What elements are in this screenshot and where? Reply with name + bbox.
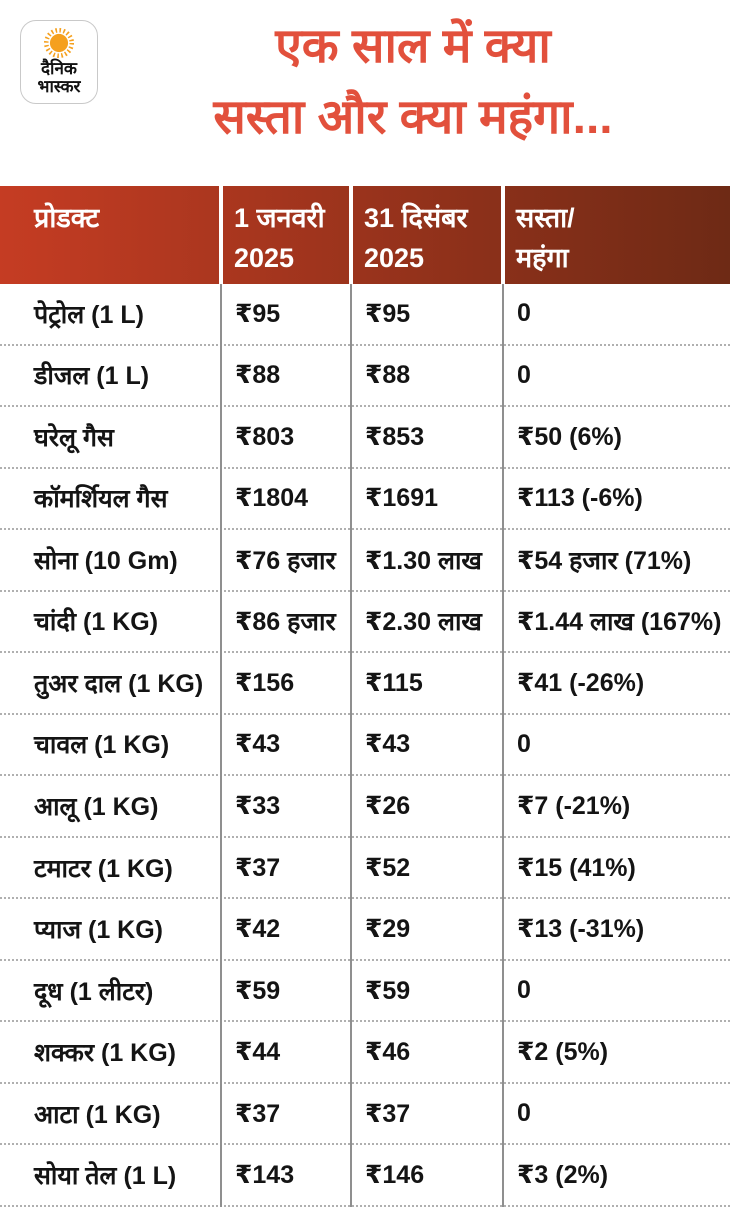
cell-change: 0 bbox=[517, 1099, 531, 1128]
cell-price-jan: ₹43 bbox=[235, 730, 281, 759]
cell-change: ₹113 (-6%) bbox=[517, 484, 643, 513]
sun-icon bbox=[43, 27, 75, 59]
cell-price-jan: ₹44 bbox=[235, 1038, 281, 1067]
cell-price-jan: ₹76 हजार bbox=[235, 546, 336, 575]
header-column-divider bbox=[219, 186, 223, 284]
table-row: आलू (1 KG) ₹33 ₹26 ₹7 (-21%) bbox=[0, 776, 730, 838]
cell-price-dec: ₹853 bbox=[365, 422, 425, 451]
cell-product: डीजल (1 L) bbox=[34, 362, 150, 391]
cell-change: ₹7 (-21%) bbox=[517, 792, 631, 821]
cell-change: ₹54 हजार (71%) bbox=[517, 546, 692, 575]
cell-change: ₹13 (-31%) bbox=[517, 915, 645, 944]
table-header: प्रोडक्ट 1 जनवरी 2025 31 दिसंबर 2025 सस्… bbox=[0, 186, 730, 284]
brand-name-line2: भास्कर bbox=[37, 77, 81, 96]
table-row: प्याज (1 KG) ₹42 ₹29 ₹13 (-31%) bbox=[0, 899, 730, 961]
cell-price-dec: ₹46 bbox=[365, 1038, 411, 1067]
header-column-divider bbox=[349, 186, 353, 284]
cell-price-dec: ₹146 bbox=[365, 1161, 425, 1190]
cell-product: पेट्रोल (1 L) bbox=[34, 300, 144, 329]
table-row: सोना (10 Gm) ₹76 हजार ₹1.30 लाख ₹54 हजार… bbox=[0, 530, 730, 592]
cell-change: ₹2 (5%) bbox=[517, 1038, 609, 1067]
cell-price-dec: ₹95 bbox=[365, 299, 411, 328]
cell-price-dec: ₹43 bbox=[365, 730, 411, 759]
table-row: चांदी (1 KG) ₹86 हजार ₹2.30 लाख ₹1.44 ला… bbox=[0, 592, 730, 654]
cell-price-dec: ₹1.30 लाख bbox=[365, 546, 482, 575]
dainik-bhaskar-logo: दैनिक भास्कर bbox=[20, 20, 98, 104]
brand-name-line1: दैनिक bbox=[41, 59, 77, 78]
table-row: शक्कर (1 KG) ₹44 ₹46 ₹2 (5%) bbox=[0, 1022, 730, 1084]
column-header-product: प्रोडक्ट bbox=[34, 203, 100, 233]
cell-price-dec: ₹29 bbox=[365, 915, 411, 944]
cell-price-jan: ₹143 bbox=[235, 1161, 295, 1190]
table-row: डीजल (1 L) ₹88 ₹88 0 bbox=[0, 346, 730, 408]
cell-price-jan: ₹95 bbox=[235, 299, 281, 328]
cell-price-dec: ₹1691 bbox=[365, 484, 439, 513]
cell-product: चावल (1 KG) bbox=[34, 731, 170, 760]
cell-change: ₹50 (6%) bbox=[517, 422, 622, 451]
table-row: टमाटर (1 KG) ₹37 ₹52 ₹15 (41%) bbox=[0, 838, 730, 900]
table-body: पेट्रोल (1 L) ₹95 ₹95 0 डीजल (1 L) ₹88 ₹… bbox=[0, 284, 730, 1207]
cell-change: 0 bbox=[517, 729, 531, 758]
table-row: चावल (1 KG) ₹43 ₹43 0 bbox=[0, 715, 730, 777]
cell-price-jan: ₹33 bbox=[235, 792, 281, 821]
cell-product: प्याज (1 KG) bbox=[34, 916, 163, 945]
cell-price-jan: ₹803 bbox=[235, 422, 295, 451]
table-row: तुअर दाल (1 KG) ₹156 ₹115 ₹41 (-26%) bbox=[0, 653, 730, 715]
cell-price-dec: ₹59 bbox=[365, 976, 411, 1005]
title-line-2: सस्ता और क्या महंगा... bbox=[213, 90, 613, 144]
cell-product: तुअर दाल (1 KG) bbox=[34, 669, 204, 698]
cell-product: आटा (1 KG) bbox=[34, 1100, 161, 1129]
cell-price-jan: ₹37 bbox=[235, 1099, 281, 1128]
cell-change: 0 bbox=[517, 360, 531, 389]
cell-change: ₹3 (2%) bbox=[517, 1161, 609, 1190]
cell-product: कॉमर्शियल गैस bbox=[34, 485, 168, 514]
cell-change: ₹15 (41%) bbox=[517, 853, 636, 882]
column-header-change: सस्ता/ महंगा bbox=[516, 203, 575, 273]
table-row: दूध (1 लीटर) ₹59 ₹59 0 bbox=[0, 961, 730, 1023]
cell-price-dec: ₹88 bbox=[365, 361, 411, 390]
table-row: आटा (1 KG) ₹37 ₹37 0 bbox=[0, 1084, 730, 1146]
cell-price-dec: ₹2.30 लाख bbox=[365, 608, 482, 637]
cell-price-jan: ₹88 bbox=[235, 361, 281, 390]
cell-price-jan: ₹37 bbox=[235, 853, 281, 882]
cell-change: ₹41 (-26%) bbox=[517, 668, 645, 697]
cell-price-jan: ₹86 हजार bbox=[235, 608, 336, 637]
table-row: घरेलू गैस ₹803 ₹853 ₹50 (6%) bbox=[0, 407, 730, 469]
column-header-dec-2025: 31 दिसंबर 2025 bbox=[364, 203, 468, 273]
column-header-jan-2025: 1 जनवरी 2025 bbox=[234, 203, 325, 273]
cell-product: टमाटर (1 KG) bbox=[34, 854, 173, 883]
header-column-divider bbox=[501, 186, 505, 284]
table-row: सोया तेल (1 L) ₹143 ₹146 ₹3 (2%) bbox=[0, 1145, 730, 1207]
cell-product: सोया तेल (1 L) bbox=[34, 1162, 177, 1191]
cell-price-dec: ₹115 bbox=[365, 668, 423, 697]
cell-product: घरेलू गैस bbox=[34, 423, 114, 452]
cell-product: चांदी (1 KG) bbox=[34, 608, 159, 637]
body-column-divider bbox=[350, 284, 352, 1207]
body-column-divider bbox=[502, 284, 504, 1207]
cell-product: दूध (1 लीटर) bbox=[34, 977, 154, 1006]
cell-product: शक्कर (1 KG) bbox=[34, 1039, 176, 1068]
cell-price-jan: ₹1804 bbox=[235, 484, 309, 513]
cell-price-jan: ₹59 bbox=[235, 976, 281, 1005]
title-line-1: एक साल में क्या bbox=[275, 20, 551, 73]
table-row: पेट्रोल (1 L) ₹95 ₹95 0 bbox=[0, 284, 730, 346]
cell-product: सोना (10 Gm) bbox=[34, 546, 178, 575]
cell-change: ₹1.44 लाख (167%) bbox=[517, 608, 722, 637]
page-title: एक साल में क्या सस्ता और क्या महंगा... bbox=[100, 12, 726, 153]
cell-price-jan: ₹156 bbox=[235, 668, 295, 697]
cell-price-dec: ₹26 bbox=[365, 792, 411, 821]
cell-change: 0 bbox=[517, 299, 531, 328]
body-column-divider bbox=[220, 284, 222, 1207]
cell-price-dec: ₹52 bbox=[365, 853, 411, 882]
cell-price-dec: ₹37 bbox=[365, 1099, 411, 1128]
cell-product: आलू (1 KG) bbox=[34, 793, 159, 822]
cell-price-jan: ₹42 bbox=[235, 915, 281, 944]
table-row: कॉमर्शियल गैस ₹1804 ₹1691 ₹113 (-6%) bbox=[0, 469, 730, 531]
cell-change: 0 bbox=[517, 976, 531, 1005]
